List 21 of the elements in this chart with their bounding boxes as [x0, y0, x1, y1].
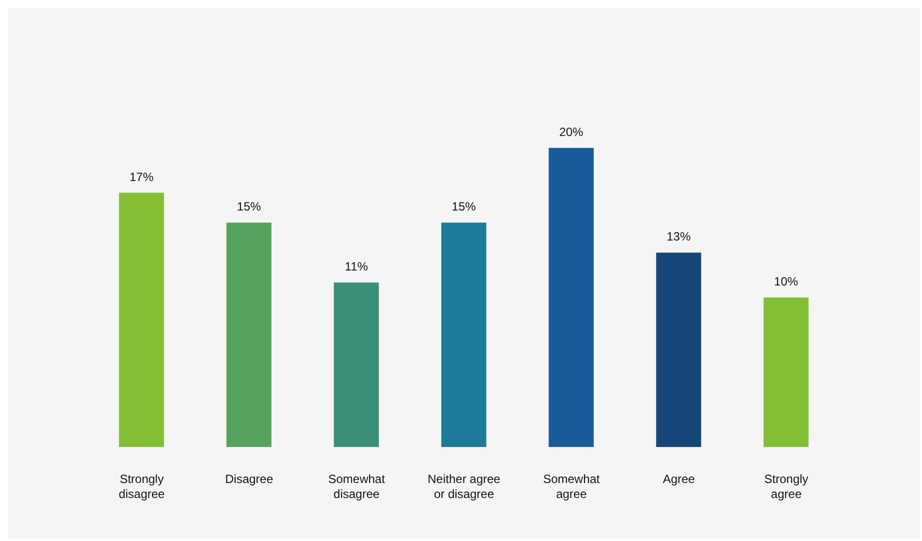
x-tick-label: Disagree: [225, 472, 274, 486]
bar: [656, 252, 702, 447]
bar: [334, 282, 379, 447]
data-label: 20%: [559, 124, 584, 139]
bar: [548, 148, 594, 447]
bar: [119, 192, 164, 447]
data-label: 10%: [774, 274, 798, 288]
x-tick-label: Somewhat agree: [543, 472, 600, 501]
data-label: 17%: [129, 170, 154, 184]
data-label: 15%: [452, 200, 476, 214]
data-label: 13%: [666, 230, 691, 244]
x-tick-label: Neither agree or disagree: [428, 472, 501, 501]
data-label: 11%: [344, 260, 368, 274]
data-label: 15%: [236, 200, 262, 214]
bar: [764, 297, 809, 447]
bar: [441, 222, 486, 447]
x-tick-label: Strongly disagree: [118, 472, 166, 501]
bar: [226, 222, 272, 447]
x-tick-label: Agree: [662, 472, 696, 486]
x-tick-label: Strongly agree: [764, 472, 808, 501]
x-tick-label: Somewhat disagree: [328, 472, 386, 501]
